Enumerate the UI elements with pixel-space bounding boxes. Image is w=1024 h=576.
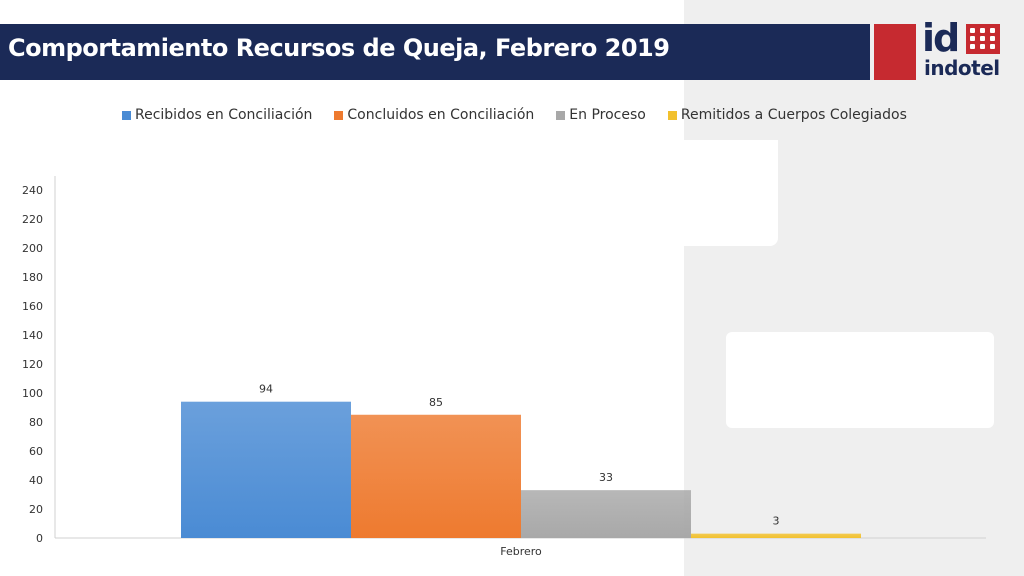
decorative-card (726, 332, 994, 428)
legend-item: Recibidos en Conciliación (122, 107, 312, 123)
data-label: 3 (773, 515, 780, 528)
y-tick-label: 120 (22, 358, 43, 371)
legend-swatch (556, 110, 566, 120)
indotel-logo: id indotel (920, 16, 1010, 84)
data-label: 33 (599, 471, 613, 484)
legend-item: En Proceso (556, 107, 646, 123)
legend-label: Concluidos en Conciliación (347, 107, 535, 123)
y-tick-label: 80 (29, 416, 43, 429)
legend-swatch (334, 110, 344, 120)
data-label: 94 (259, 383, 273, 396)
bar (181, 401, 351, 538)
y-tick-label: 180 (22, 271, 43, 284)
y-tick-label: 160 (22, 300, 43, 313)
bar (691, 533, 861, 538)
bar (351, 414, 521, 538)
y-tick-label: 200 (22, 242, 43, 255)
legend-label: En Proceso (569, 107, 646, 123)
legend-label: Remitidos a Cuerpos Colegiados (680, 107, 907, 123)
decorative-card (684, 140, 778, 246)
brand-block (874, 24, 916, 80)
y-tick-label: 20 (29, 503, 43, 516)
y-tick-label: 0 (36, 532, 43, 545)
logo-id-text: id (922, 16, 960, 60)
y-tick-label: 40 (29, 474, 43, 487)
data-label: 85 (429, 396, 443, 409)
legend-item: Remitidos a Cuerpos Colegiados (667, 107, 907, 123)
legend-item: Concluidos en Conciliación (334, 107, 534, 123)
background-panel (684, 0, 1024, 576)
legend-label: Recibidos en Conciliación (135, 107, 313, 123)
y-tick-label: 140 (22, 329, 43, 342)
legend-swatch (122, 110, 131, 120)
y-tick-label: 60 (29, 445, 43, 458)
legend-swatch (667, 110, 677, 120)
title-bar: Comportamiento Recursos de Queja, Febrer… (0, 24, 870, 80)
y-tick-label: 240 (22, 184, 43, 197)
x-tick-label: Febrero (500, 545, 542, 558)
page-title: Comportamiento Recursos de Queja, Febrer… (8, 34, 670, 62)
y-tick-label: 100 (22, 387, 43, 400)
logo-grid-icon (966, 24, 1000, 54)
y-tick-label: 220 (22, 213, 43, 226)
chart-legend: Recibidos en Conciliación Concluidos en … (122, 106, 929, 124)
logo-name-text: indotel (924, 56, 1000, 80)
bar (521, 490, 691, 538)
